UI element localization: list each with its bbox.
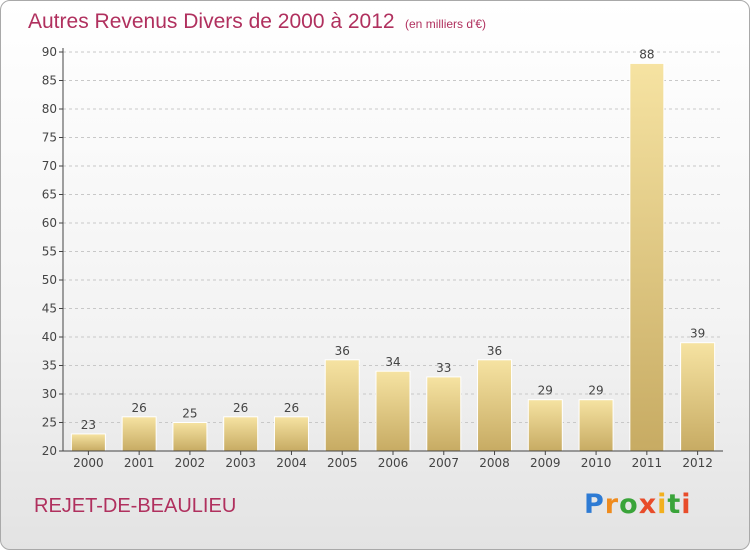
y-tick-label: 20: [42, 444, 57, 458]
bar-2002: [172, 422, 208, 452]
x-tick-label-2002: 2002: [175, 456, 206, 470]
bar-2004: [273, 416, 309, 452]
x-tick-label-2012: 2012: [682, 456, 713, 470]
bars: [70, 62, 716, 452]
value-label-2000: 23: [81, 418, 96, 432]
y-tick-label: 70: [42, 159, 57, 173]
value-label-2001: 26: [132, 401, 147, 415]
y-tick-label: 80: [42, 102, 57, 116]
bar-2012: [680, 342, 716, 452]
bar-2001: [121, 416, 157, 452]
y-tick-label: 35: [42, 359, 57, 373]
y-tick-label: 75: [42, 131, 57, 145]
value-label-2003: 26: [233, 401, 248, 415]
y-tick-label: 55: [42, 245, 57, 259]
chart-title: Autres Revenus Divers de 2000 à 2012 (en…: [28, 10, 486, 34]
labels: 20 25 30 35 40 45 50 55 60 65 70 75 80 85 90 23 2000 26 20…: [42, 45, 713, 470]
bar-2006: [375, 370, 411, 452]
bar-2003: [223, 416, 259, 452]
y-tick-label: 60: [42, 216, 57, 230]
x-tick-label-2004: 2004: [276, 456, 307, 470]
value-label-2002: 25: [182, 407, 197, 421]
value-label-2012: 39: [690, 327, 705, 341]
bar-2007: [426, 376, 462, 452]
bar-2000: [70, 433, 106, 452]
y-tick-label: 30: [42, 387, 57, 401]
y-tick-label: 40: [42, 330, 57, 344]
bar-2005: [324, 359, 360, 452]
value-label-2007: 33: [436, 361, 451, 375]
y-tick-label: 50: [42, 273, 57, 287]
x-tick-label-2007: 2007: [428, 456, 459, 470]
bar-2008: [477, 359, 513, 452]
x-tick-label-2009: 2009: [530, 456, 561, 470]
x-tick-label-2000: 2000: [73, 456, 104, 470]
chart-unit-text: (en milliers d'€): [405, 17, 486, 31]
axes: [59, 48, 723, 455]
chart-title-text: Autres Revenus Divers de 2000 à 2012: [28, 10, 395, 33]
value-label-2008: 36: [487, 344, 502, 358]
value-label-2010: 29: [588, 384, 603, 398]
bar-2010: [578, 399, 614, 452]
value-label-2009: 29: [538, 384, 553, 398]
commune-name: REJET-DE-BEAULIEU: [34, 495, 237, 517]
x-tick-label-2008: 2008: [479, 456, 510, 470]
y-tick-label: 45: [42, 302, 57, 316]
value-label-2005: 36: [335, 344, 350, 358]
x-tick-label-2011: 2011: [632, 456, 663, 470]
x-tick-label-2003: 2003: [225, 456, 256, 470]
bar-2009: [527, 399, 563, 452]
bar-2011: [629, 62, 665, 452]
proxiti-logo: Proxiti: [584, 489, 692, 520]
value-label-2006: 34: [385, 355, 400, 369]
value-label-2011: 88: [639, 47, 654, 61]
x-tick-label-2010: 2010: [581, 456, 612, 470]
y-tick-label: 65: [42, 188, 57, 202]
x-tick-label-2001: 2001: [124, 456, 155, 470]
x-tick-label-2005: 2005: [327, 456, 358, 470]
y-tick-label: 85: [42, 74, 57, 88]
x-tick-label-2006: 2006: [378, 456, 409, 470]
y-tick-label: 25: [42, 416, 57, 430]
value-label-2004: 26: [284, 401, 299, 415]
y-tick-label: 90: [42, 45, 57, 59]
